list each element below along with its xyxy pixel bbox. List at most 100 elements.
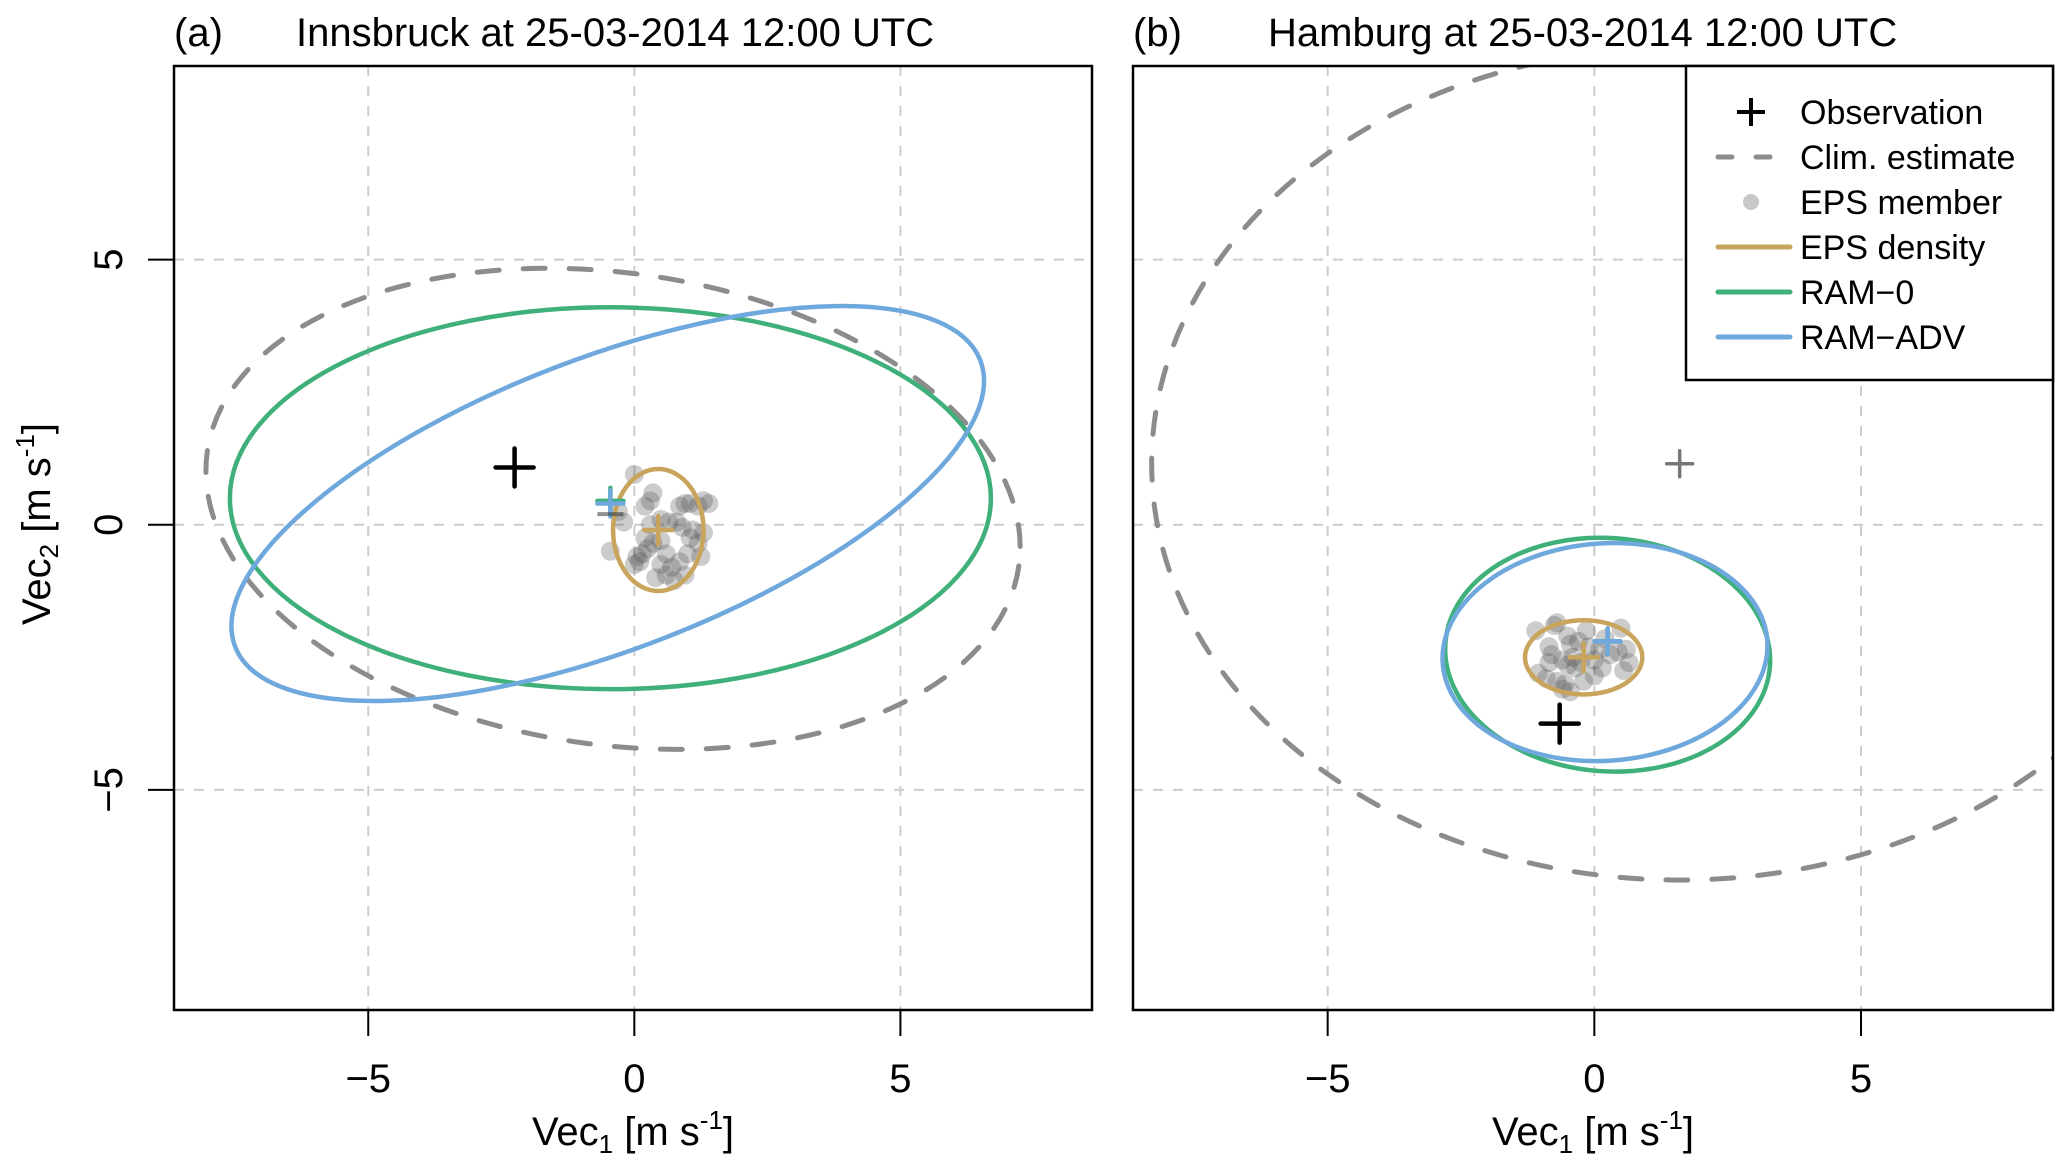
eps-member-point	[635, 496, 655, 516]
ram-adv-mean-marker	[1592, 626, 1623, 657]
observation-marker	[493, 446, 536, 489]
legend-label: Observation	[1800, 94, 1983, 132]
eps-member-point	[1592, 658, 1612, 678]
eps-member-point	[656, 565, 676, 585]
x-axis: −5 0 5	[345, 1010, 912, 1101]
y-tick-label: 5	[87, 248, 131, 270]
panel-title: Innsbruck at 25-03-2014 12:00 UTC	[296, 11, 934, 55]
y-tick-label: −5	[87, 767, 131, 813]
eps-member-point	[678, 544, 698, 564]
eps-member-point	[624, 555, 644, 575]
clim-estimate-ellipse	[203, 265, 1023, 752]
legend-item: RAM−ADV	[1715, 319, 1966, 357]
eps-member-point	[1542, 645, 1562, 665]
panel-label: (b)	[1133, 11, 1182, 55]
eps-member-point	[1614, 661, 1634, 681]
legend: Observation Clim. estimate EPS member EPS d…	[1684, 64, 2055, 382]
eps-member-point	[632, 544, 652, 564]
eps-member-point	[1558, 626, 1578, 646]
plot-area	[203, 265, 1023, 752]
plot-frame	[1131, 64, 2055, 1012]
eps-member-point	[1558, 655, 1578, 675]
x-tick-label: 0	[1583, 1057, 1605, 1101]
ram-adv-ellipse	[229, 303, 987, 704]
eps-member-point	[635, 528, 655, 548]
eps-member-point	[659, 512, 679, 532]
eps-mean-marker	[1567, 641, 1600, 674]
eps-member-point	[638, 539, 658, 559]
eps-member-point	[1616, 639, 1636, 659]
eps-member-point	[614, 512, 634, 532]
legend-item: Observation	[1737, 94, 1983, 132]
y-axis: −5 0 5	[87, 248, 174, 813]
eps-member-point	[656, 544, 676, 564]
eps-member-point	[1595, 629, 1615, 649]
eps-member-point	[1619, 653, 1639, 673]
x-tick-label: −5	[345, 1057, 391, 1101]
y-tick-label: 0	[87, 514, 131, 536]
legend-item: EPS member	[1743, 184, 2002, 222]
eps-member-point	[662, 557, 682, 577]
eps-member-point	[643, 483, 663, 503]
plot-area	[1149, 66, 2053, 883]
x-axis-label: Vec1 [m s-1]	[532, 1105, 734, 1159]
eps-member-point	[1590, 639, 1610, 659]
legend-label: EPS member	[1800, 184, 2002, 222]
y-axis-label: Vec2 [m s-1]	[10, 423, 64, 625]
eps-member-point	[1539, 653, 1559, 673]
eps-member-point	[1555, 674, 1575, 694]
eps-member-point	[1566, 658, 1586, 678]
clim-estimate-ellipse	[1149, 66, 2053, 883]
grid	[174, 66, 1092, 1010]
ram0-ellipse	[227, 305, 994, 692]
eps-member-point	[651, 531, 671, 551]
ram-adv-ellipse	[1440, 540, 1770, 764]
eps-member-point	[640, 491, 660, 511]
x-axis: −5 0 5	[1305, 1010, 1872, 1101]
eps-member-point	[670, 496, 690, 516]
eps-member-point	[699, 494, 719, 514]
eps-member-point	[1539, 637, 1559, 657]
legend-item: RAM−0	[1715, 274, 1914, 312]
eps-member-point	[670, 552, 690, 572]
legend-item: Clim. estimate	[1715, 139, 2015, 177]
x-tick-label: 0	[623, 1057, 645, 1101]
eps-member-point	[630, 552, 650, 572]
eps-member-point	[1608, 642, 1628, 662]
eps-member-point	[1552, 650, 1572, 670]
observation-marker	[1538, 702, 1581, 745]
panel-title: Hamburg at 25-03-2014 12:00 UTC	[1268, 11, 1897, 55]
x-tick-label: 5	[1850, 1057, 1872, 1101]
eps-member-point	[1526, 621, 1546, 641]
legend-label: RAM−0	[1800, 274, 1914, 312]
legend-dot-icon	[1743, 194, 1759, 210]
x-axis-label: Vec1 [m s-1]	[1492, 1105, 1694, 1159]
panel-label: (a)	[174, 11, 223, 55]
legend-label: Clim. estimate	[1800, 139, 2015, 177]
eps-density-ellipse	[610, 466, 706, 594]
panel-innsbruck: (a) Innsbruck at 25-03-2014 12:00 UTC −5…	[10, 11, 1094, 1159]
eps-member-point	[672, 517, 692, 537]
clim-mean-marker	[1664, 449, 1695, 479]
eps-member-point	[646, 568, 666, 588]
eps-member-point	[627, 547, 647, 567]
legend-label: RAM−ADV	[1800, 319, 1966, 357]
panel-hamburg: (b) Hamburg at 25-03-2014 12:00 UTC −5 0 5…	[1131, 11, 2055, 1159]
x-tick-label: −5	[1305, 1057, 1351, 1101]
eps-member-point	[1584, 666, 1604, 686]
eps-member-point	[680, 528, 700, 548]
eps-density-ellipse	[1522, 617, 1645, 697]
x-tick-label: 5	[889, 1057, 911, 1101]
eps-mean-marker	[642, 513, 675, 547]
eps-member-point	[683, 520, 703, 540]
eps-member-point	[675, 494, 695, 514]
legend-item: EPS density	[1715, 229, 1985, 267]
eps-member-point	[624, 464, 644, 484]
eps-member-point	[1576, 621, 1596, 641]
eps-member-point	[651, 555, 671, 575]
legend-box	[1684, 64, 2055, 382]
eps-member-point	[667, 512, 687, 532]
eps-member-point	[1574, 671, 1594, 691]
legend-label: EPS density	[1800, 229, 1985, 267]
